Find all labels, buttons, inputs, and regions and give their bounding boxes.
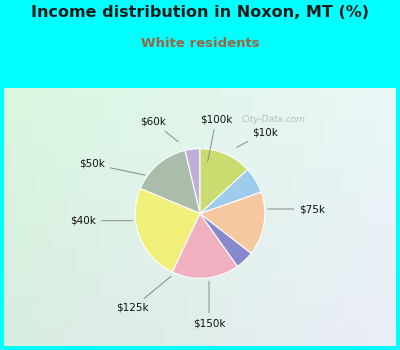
- Text: $125k: $125k: [116, 276, 171, 313]
- Wedge shape: [200, 192, 265, 253]
- Text: White residents: White residents: [141, 37, 259, 50]
- Wedge shape: [200, 169, 261, 214]
- Text: $60k: $60k: [140, 117, 178, 141]
- Text: City-Data.com: City-Data.com: [242, 114, 306, 124]
- Wedge shape: [200, 214, 251, 266]
- Wedge shape: [172, 214, 238, 278]
- Text: $10k: $10k: [237, 127, 278, 147]
- Text: $100k: $100k: [200, 114, 232, 161]
- Text: $40k: $40k: [70, 216, 132, 226]
- Text: $75k: $75k: [268, 204, 326, 214]
- Wedge shape: [185, 149, 200, 214]
- Text: $150k: $150k: [193, 281, 225, 328]
- Wedge shape: [140, 150, 200, 214]
- Wedge shape: [200, 149, 248, 214]
- Text: $50k: $50k: [79, 159, 145, 175]
- Wedge shape: [135, 189, 200, 272]
- Text: Income distribution in Noxon, MT (%): Income distribution in Noxon, MT (%): [31, 5, 369, 20]
